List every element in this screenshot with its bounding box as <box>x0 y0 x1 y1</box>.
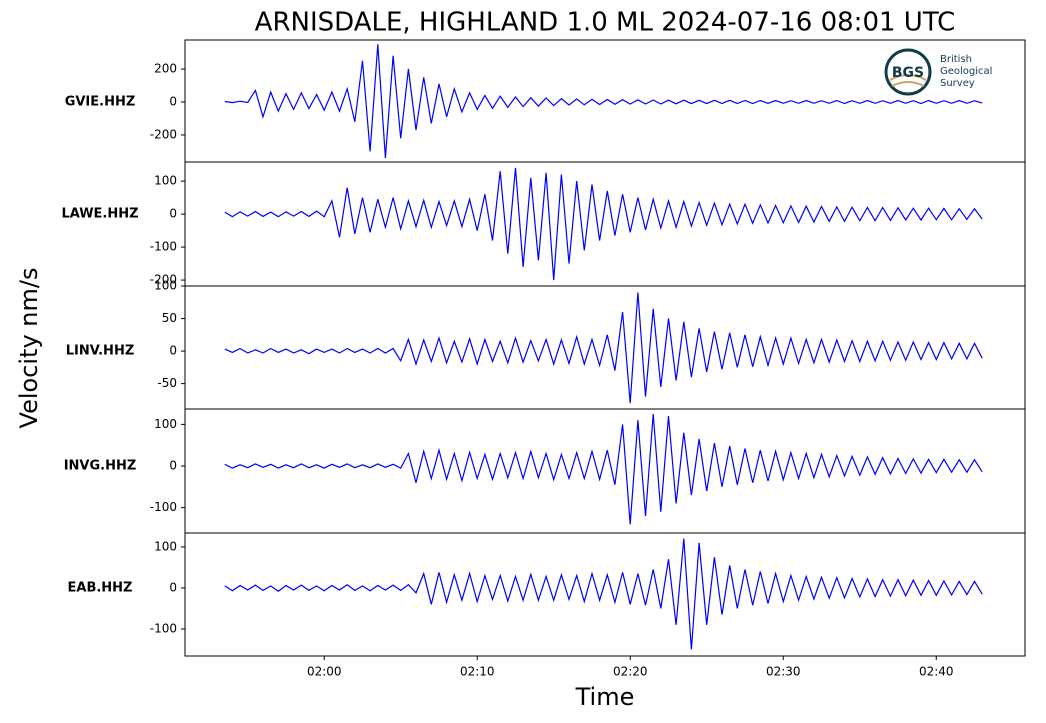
y-tick-label: 100 <box>154 539 177 553</box>
logo-waves <box>889 74 927 87</box>
y-tick-label: -100 <box>150 500 177 514</box>
x-tick-label: 02:00 <box>307 665 342 679</box>
station-label: GVIE.HHZ <box>65 94 136 109</box>
y-tick-label: 0 <box>169 207 177 221</box>
trace <box>224 292 983 404</box>
logo-text: Survey <box>940 78 975 89</box>
x-axis-label: Time <box>575 683 635 711</box>
logo-text: British <box>940 54 972 65</box>
trace <box>224 538 983 650</box>
logo-text: Geological <box>940 66 992 77</box>
y-tick-label: 100 <box>154 279 177 293</box>
chart-title: ARNISDALE, HIGHLAND 1.0 ML 2024-07-16 08… <box>255 8 956 38</box>
y-tick-label: -100 <box>150 621 177 635</box>
y-tick-label: 100 <box>154 417 177 431</box>
y-tick-label: 100 <box>154 174 177 188</box>
y-tick-label: 0 <box>169 459 177 473</box>
y-tick-label: -50 <box>157 376 177 390</box>
x-tick-label: 02:30 <box>766 665 801 679</box>
x-tick-label: 02:40 <box>919 665 954 679</box>
logo-mark: BGS <box>892 65 924 81</box>
trace <box>224 167 983 281</box>
logo: BGS British Geological Survey <box>884 48 992 96</box>
y-tick-label: 50 <box>162 311 177 325</box>
panel-frame <box>184 408 1026 534</box>
panel-frame <box>184 161 1026 287</box>
x-tick-label: 02:20 <box>613 665 648 679</box>
station-label: LINV.HHZ <box>66 344 135 359</box>
y-tick-label: 200 <box>154 62 177 76</box>
panel-frame <box>184 285 1026 410</box>
panel-frame <box>184 532 1026 657</box>
station-label: INVG.HHZ <box>64 459 137 474</box>
y-axis-label: Velocity nm/s <box>15 268 43 429</box>
trace <box>224 44 983 159</box>
y-tick-label: -100 <box>150 240 177 254</box>
y-tick-label: 0 <box>169 94 177 108</box>
station-label: EAB.HHZ <box>68 580 133 595</box>
y-tick-label: -200 <box>150 273 177 287</box>
y-tick-label: 0 <box>169 580 177 594</box>
x-tick-label: 02:10 <box>460 665 495 679</box>
station-label: LAWE.HHZ <box>61 207 138 222</box>
y-tick-label: 0 <box>169 344 177 358</box>
trace <box>224 413 983 525</box>
y-tick-label: -200 <box>150 127 177 141</box>
